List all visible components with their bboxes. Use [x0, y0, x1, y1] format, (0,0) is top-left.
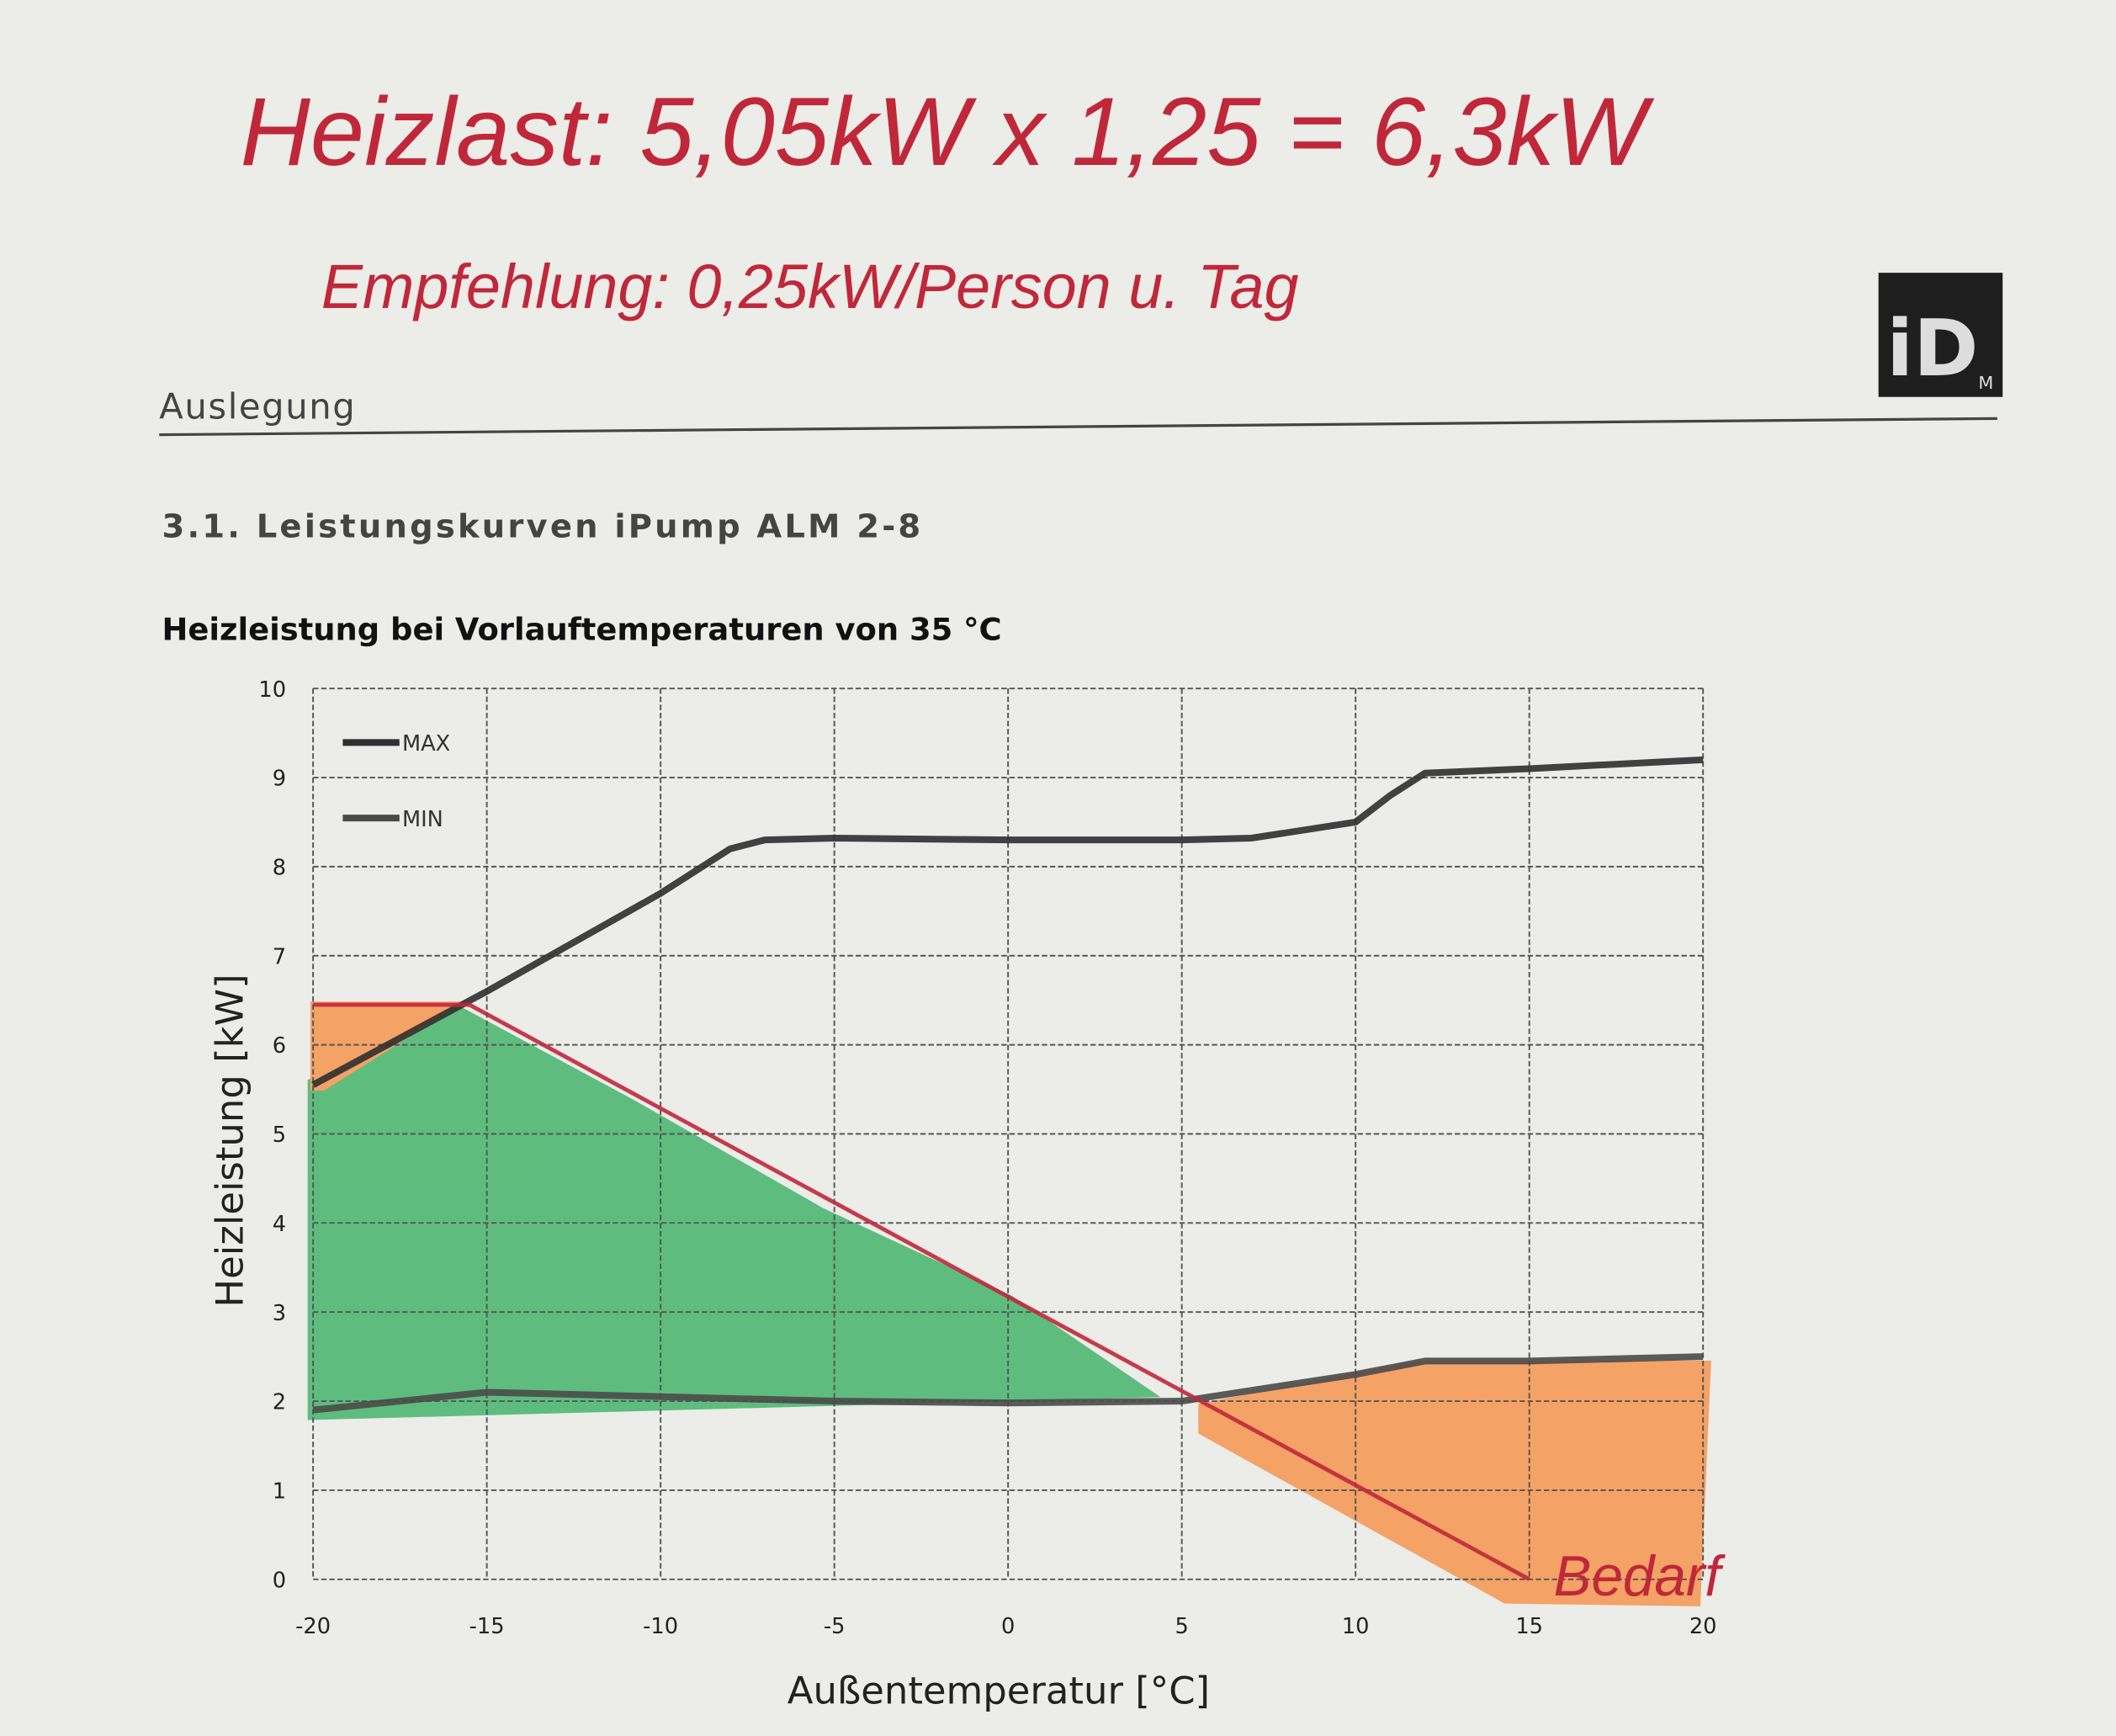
x-tick-label: -10 — [643, 1614, 678, 1639]
line — [311, 756, 1704, 1088]
x-tick-label: 5 — [1175, 1614, 1188, 1639]
y-tick-label: 6 — [273, 1033, 286, 1059]
legend-label: MAX — [402, 731, 450, 757]
x-tick-label: 20 — [1689, 1614, 1717, 1639]
x-tick-label: 0 — [1001, 1614, 1015, 1639]
y-tick-label: 7 — [273, 944, 286, 969]
x-tick-label: 10 — [1342, 1614, 1370, 1639]
x-tick-label: -15 — [469, 1614, 505, 1639]
y-tick-label: 5 — [273, 1123, 286, 1148]
y-tick-label: 9 — [273, 767, 286, 792]
y-tick-label: 10 — [258, 677, 286, 703]
x-tick-label: -5 — [824, 1614, 846, 1639]
note: Heizlast: 5,05kW x 1,25 = 6,3kW — [241, 77, 1656, 186]
orange-highlight — [1198, 1360, 1711, 1606]
legend-label: MIN — [402, 807, 443, 832]
line — [312, 1353, 1704, 1414]
y-tick-label: 8 — [273, 856, 286, 881]
logo-box — [1878, 273, 2003, 397]
plot: 0 1 2 3 4 5 6 7 8 9 10 -20 -15 -10 -5 0 5 10 15 20 MAX MIN Bed… — [258, 677, 1726, 1639]
chart-title: Heizleistung bei Vorlauftemperaturen von… — [162, 611, 1001, 647]
y-tick-label: 2 — [273, 1390, 286, 1415]
green-highlight — [307, 1006, 1161, 1420]
y-tick-label: 1 — [273, 1479, 286, 1505]
y-tick-label: 0 — [273, 1568, 286, 1593]
x-axis-label: Außentemperatur [°C] — [788, 1668, 1210, 1712]
y-tick-label: 4 — [273, 1212, 286, 1237]
line — [313, 1002, 1530, 1581]
line-label: Bedarf — [1554, 1545, 1726, 1608]
logo: iD — [1886, 303, 1978, 394]
x-tick-label: -20 — [295, 1614, 331, 1639]
logo-sub: M — [1978, 373, 1993, 393]
header: Auslegung — [159, 385, 356, 427]
x-tick-label: 15 — [1515, 1614, 1543, 1639]
header-rule — [159, 417, 1997, 437]
section-title: 3.1. Leistungskurven iPump ALM 2-8 — [162, 508, 923, 546]
y-tick-label: 3 — [273, 1301, 286, 1326]
note: Empfehlung: 0,25kW/Person u. Tag — [321, 252, 1299, 321]
y-axis-label: Heizleistung [kW] — [208, 974, 252, 1307]
